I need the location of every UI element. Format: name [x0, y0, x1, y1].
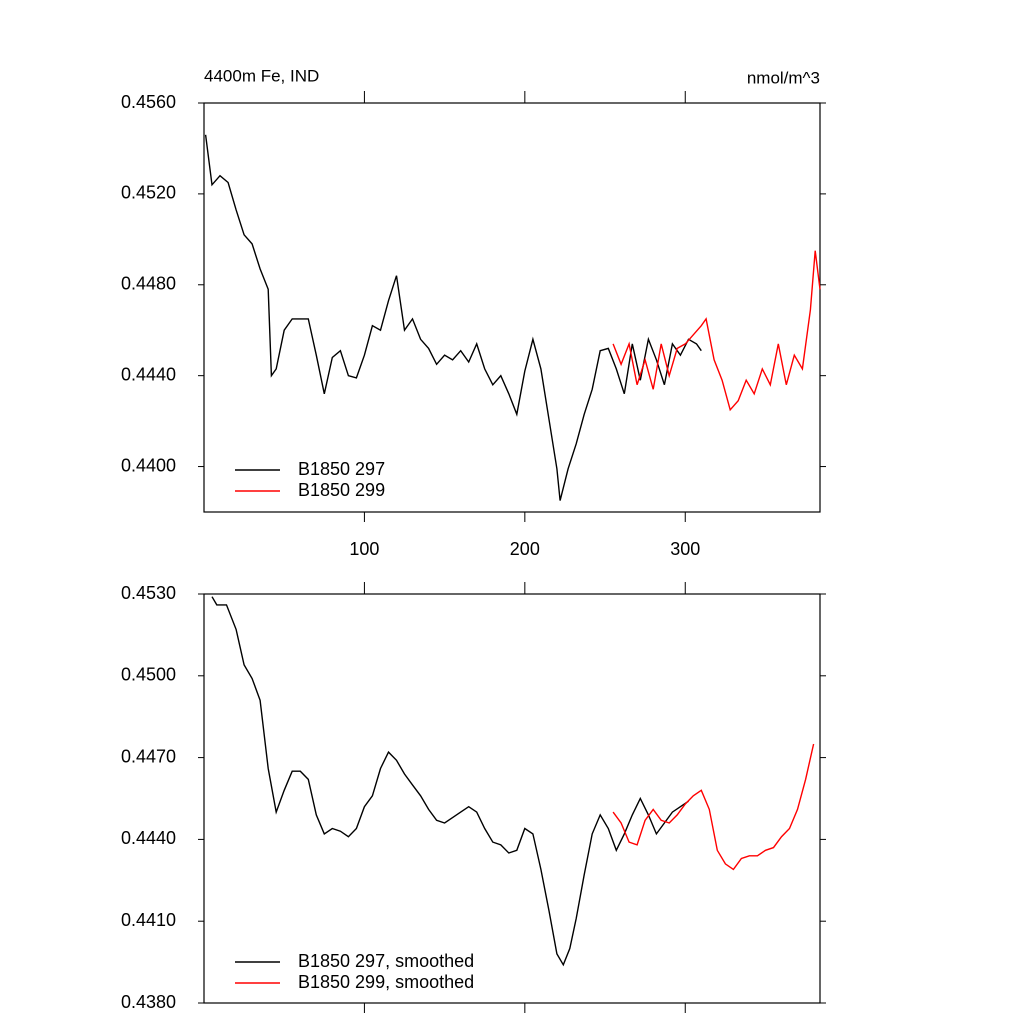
y-tick-label: 0.4480 [121, 274, 176, 294]
data-line [612, 743, 815, 871]
y-tick-label: 0.4530 [121, 583, 176, 603]
x-tick-label: 300 [670, 539, 700, 559]
legend-label: B1850 297, smoothed [298, 951, 474, 971]
data-line [612, 250, 821, 412]
y-tick-label: 0.4500 [121, 665, 176, 685]
plot-frame [203, 593, 821, 1004]
x-tick-label: 200 [510, 539, 540, 559]
legend-label: B1850 299, smoothed [298, 972, 474, 992]
data-line [211, 596, 689, 967]
y-tick-label: 0.4440 [121, 828, 176, 848]
y-tick-label: 0.4380 [121, 992, 176, 1012]
y-tick-label: 0.4440 [121, 364, 176, 384]
y-tick-label: 0.4560 [121, 92, 176, 112]
legend-label: B1850 297 [298, 459, 385, 479]
chart-title: 4400m Fe, IND [204, 66, 319, 85]
y-tick-label: 0.4470 [121, 746, 176, 766]
units-label: nmol/m^3 [747, 68, 820, 87]
y-tick-label: 0.4410 [121, 910, 176, 930]
legend-label: B1850 299 [298, 480, 385, 500]
x-tick-label: 100 [349, 539, 379, 559]
y-tick-label: 0.4400 [121, 455, 176, 475]
y-tick-label: 0.4520 [121, 183, 176, 203]
data-line [204, 134, 702, 501]
plot-frame [203, 102, 821, 513]
